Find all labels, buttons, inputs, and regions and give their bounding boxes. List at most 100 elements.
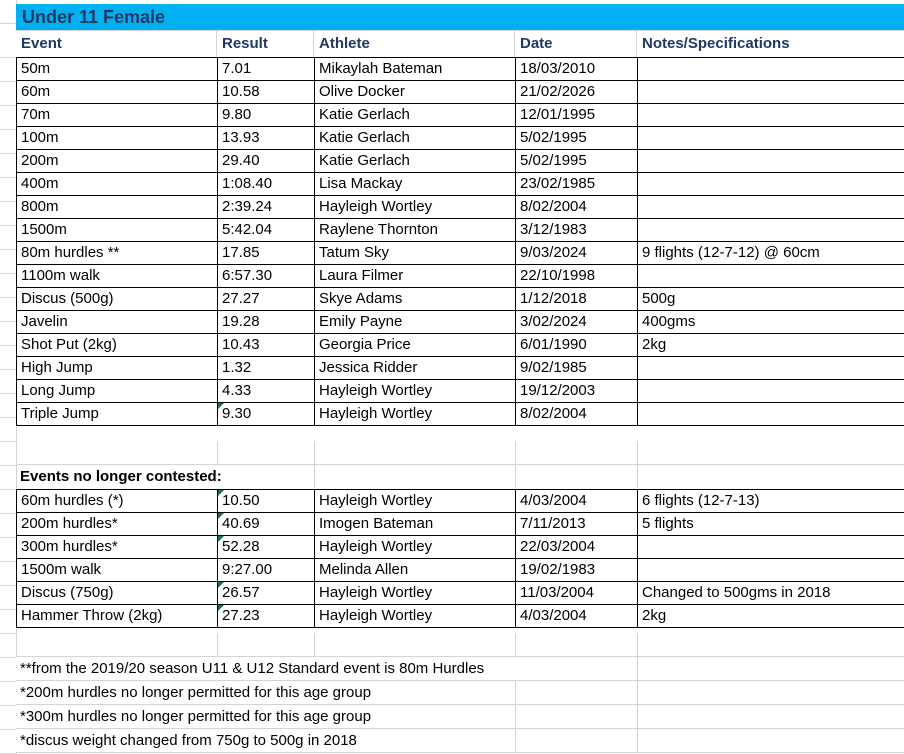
notes-cell[interactable]: 2kg: [637, 333, 904, 357]
event-cell[interactable]: 800m: [16, 195, 218, 219]
date-cell[interactable]: 19/12/2003: [515, 379, 638, 403]
athlete-cell[interactable]: Raylene Thornton: [314, 218, 516, 242]
athlete-cell[interactable]: Imogen Bateman: [314, 512, 516, 536]
notes-cell[interactable]: 500g: [637, 287, 904, 311]
notes-cell[interactable]: [637, 172, 904, 196]
date-cell[interactable]: 5/02/1995: [515, 149, 638, 173]
date-cell[interactable]: 4/03/2004: [515, 604, 638, 628]
date-cell[interactable]: 3/02/2024: [515, 310, 638, 334]
event-cell[interactable]: 1500m: [16, 218, 218, 242]
section-heading[interactable]: Events no longer contested:: [16, 465, 904, 489]
notes-cell[interactable]: [637, 80, 904, 104]
athlete-cell[interactable]: Hayleigh Wortley: [314, 402, 516, 426]
column-header-event[interactable]: Event: [16, 31, 217, 57]
date-cell[interactable]: 3/12/1983: [515, 218, 638, 242]
date-cell[interactable]: 4/03/2004: [515, 489, 638, 513]
event-cell[interactable]: High Jump: [16, 356, 218, 380]
date-cell[interactable]: 5/02/1995: [515, 126, 638, 150]
result-cell[interactable]: 13.93: [217, 126, 315, 150]
date-cell[interactable]: 12/01/1995: [515, 103, 638, 127]
result-cell[interactable]: 27.27: [217, 287, 315, 311]
page-title[interactable]: Under 11 Female: [16, 4, 904, 30]
date-cell[interactable]: 22/10/1998: [515, 264, 638, 288]
result-cell[interactable]: 9:27.00: [217, 558, 315, 582]
athlete-cell[interactable]: Hayleigh Wortley: [314, 489, 516, 513]
notes-cell[interactable]: 2kg: [637, 604, 904, 628]
date-cell[interactable]: 1/12/2018: [515, 287, 638, 311]
result-cell[interactable]: 26.57: [217, 581, 315, 605]
notes-cell[interactable]: [637, 149, 904, 173]
event-cell[interactable]: Javelin: [16, 310, 218, 334]
notes-cell[interactable]: [637, 126, 904, 150]
athlete-cell[interactable]: Olive Docker: [314, 80, 516, 104]
date-cell[interactable]: 22/03/2004: [515, 535, 638, 559]
result-cell[interactable]: 1.32: [217, 356, 315, 380]
event-cell[interactable]: 50m: [16, 57, 218, 81]
date-cell[interactable]: 21/02/2026: [515, 80, 638, 104]
athlete-cell[interactable]: Hayleigh Wortley: [314, 581, 516, 605]
event-cell[interactable]: 100m: [16, 126, 218, 150]
result-cell[interactable]: 7.01: [217, 57, 315, 81]
athlete-cell[interactable]: Hayleigh Wortley: [314, 195, 516, 219]
athlete-cell[interactable]: Tatum Sky: [314, 241, 516, 265]
notes-cell[interactable]: [637, 402, 904, 426]
result-cell[interactable]: 1:08.40: [217, 172, 315, 196]
athlete-cell[interactable]: Hayleigh Wortley: [314, 604, 516, 628]
result-cell[interactable]: 29.40: [217, 149, 315, 173]
footnote-row[interactable]: *300m hurdles no longer permitted for th…: [16, 705, 904, 729]
event-cell[interactable]: Long Jump: [16, 379, 218, 403]
event-cell[interactable]: Shot Put (2kg): [16, 333, 218, 357]
athlete-cell[interactable]: Jessica Ridder: [314, 356, 516, 380]
athlete-cell[interactable]: Georgia Price: [314, 333, 516, 357]
result-cell[interactable]: 10.43: [217, 333, 315, 357]
event-cell[interactable]: Triple Jump: [16, 402, 218, 426]
date-cell[interactable]: 7/11/2013: [515, 512, 638, 536]
notes-cell[interactable]: Changed to 500gms in 2018: [637, 581, 904, 605]
event-cell[interactable]: Discus (500g): [16, 287, 218, 311]
date-cell[interactable]: 8/02/2004: [515, 402, 638, 426]
result-cell[interactable]: 10.50: [217, 489, 315, 513]
notes-cell[interactable]: [637, 558, 904, 582]
notes-cell[interactable]: [637, 218, 904, 242]
result-cell[interactable]: 9.80: [217, 103, 315, 127]
column-header-athlete[interactable]: Athlete: [314, 31, 515, 57]
notes-cell[interactable]: [637, 264, 904, 288]
event-cell[interactable]: 80m hurdles **: [16, 241, 218, 265]
column-header-result[interactable]: Result: [217, 31, 314, 57]
event-cell[interactable]: 60m: [16, 80, 218, 104]
athlete-cell[interactable]: Katie Gerlach: [314, 149, 516, 173]
event-cell[interactable]: 200m hurdles*: [16, 512, 218, 536]
athlete-cell[interactable]: Melinda Allen: [314, 558, 516, 582]
date-cell[interactable]: 8/02/2004: [515, 195, 638, 219]
notes-cell[interactable]: 400gms: [637, 310, 904, 334]
result-cell[interactable]: 10.58: [217, 80, 315, 104]
notes-cell[interactable]: [637, 103, 904, 127]
date-cell[interactable]: 9/02/1985: [515, 356, 638, 380]
date-cell[interactable]: 18/03/2010: [515, 57, 638, 81]
result-cell[interactable]: 19.28: [217, 310, 315, 334]
result-cell[interactable]: 17.85: [217, 241, 315, 265]
event-cell[interactable]: 1100m walk: [16, 264, 218, 288]
athlete-cell[interactable]: Emily Payne: [314, 310, 516, 334]
athlete-cell[interactable]: Lisa Mackay: [314, 172, 516, 196]
date-cell[interactable]: 9/03/2024: [515, 241, 638, 265]
notes-cell[interactable]: 9 flights (12-7-12) @ 60cm: [637, 241, 904, 265]
athlete-cell[interactable]: Hayleigh Wortley: [314, 535, 516, 559]
athlete-cell[interactable]: Laura Filmer: [314, 264, 516, 288]
result-cell[interactable]: 9.30: [217, 402, 315, 426]
notes-cell[interactable]: [637, 57, 904, 81]
event-cell[interactable]: 70m: [16, 103, 218, 127]
athlete-cell[interactable]: Katie Gerlach: [314, 126, 516, 150]
notes-cell[interactable]: [637, 379, 904, 403]
notes-cell[interactable]: 5 flights: [637, 512, 904, 536]
footnote-row[interactable]: **from the 2019/20 season U11 & U12 Stan…: [16, 657, 904, 681]
event-cell[interactable]: 200m: [16, 149, 218, 173]
column-header-date[interactable]: Date: [515, 31, 637, 57]
date-cell[interactable]: 19/02/1983: [515, 558, 638, 582]
athlete-cell[interactable]: Hayleigh Wortley: [314, 379, 516, 403]
event-cell[interactable]: 400m: [16, 172, 218, 196]
athlete-cell[interactable]: Katie Gerlach: [314, 103, 516, 127]
column-header-notes[interactable]: Notes/Specifications: [642, 35, 790, 52]
result-cell[interactable]: 5:42.04: [217, 218, 315, 242]
result-cell[interactable]: 6:57.30: [217, 264, 315, 288]
